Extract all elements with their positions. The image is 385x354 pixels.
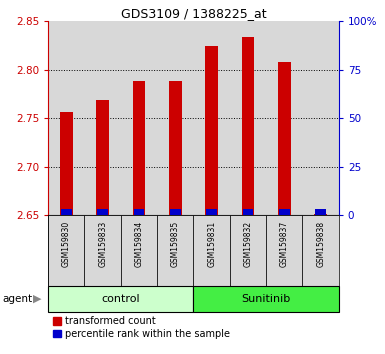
Text: Sunitinib: Sunitinib bbox=[241, 294, 291, 304]
Text: control: control bbox=[102, 294, 140, 304]
Bar bbox=[169, 81, 182, 215]
Text: ▶: ▶ bbox=[33, 294, 41, 304]
Bar bbox=[157, 21, 194, 215]
Bar bbox=[303, 21, 339, 215]
Bar bbox=[170, 210, 181, 215]
Bar bbox=[84, 215, 121, 286]
Text: GSM159835: GSM159835 bbox=[171, 221, 180, 267]
Bar bbox=[314, 214, 327, 215]
Bar bbox=[315, 210, 326, 215]
Bar bbox=[48, 21, 84, 215]
Bar bbox=[206, 210, 217, 215]
Text: GSM159831: GSM159831 bbox=[207, 221, 216, 267]
Bar bbox=[242, 37, 254, 215]
Bar bbox=[230, 215, 266, 286]
Text: GSM159830: GSM159830 bbox=[62, 221, 71, 267]
Legend: transformed count, percentile rank within the sample: transformed count, percentile rank withi… bbox=[53, 316, 230, 339]
Text: GSM159834: GSM159834 bbox=[134, 221, 144, 267]
Bar bbox=[157, 215, 194, 286]
Bar bbox=[97, 210, 108, 215]
Bar bbox=[303, 215, 339, 286]
Bar bbox=[132, 81, 145, 215]
Bar bbox=[279, 210, 290, 215]
Bar bbox=[48, 286, 194, 312]
Bar bbox=[121, 215, 157, 286]
Bar bbox=[48, 215, 84, 286]
Bar bbox=[230, 21, 266, 215]
Bar bbox=[194, 286, 339, 312]
Bar bbox=[205, 46, 218, 215]
Bar bbox=[266, 215, 303, 286]
Bar bbox=[278, 62, 291, 215]
Bar bbox=[84, 21, 121, 215]
Bar bbox=[194, 215, 230, 286]
Text: GSM159833: GSM159833 bbox=[98, 221, 107, 267]
Bar bbox=[61, 210, 72, 215]
Bar bbox=[96, 100, 109, 215]
Bar bbox=[194, 21, 230, 215]
Text: GSM159838: GSM159838 bbox=[316, 221, 325, 267]
Text: GSM159832: GSM159832 bbox=[243, 221, 253, 267]
Title: GDS3109 / 1388225_at: GDS3109 / 1388225_at bbox=[121, 7, 266, 20]
Bar bbox=[266, 21, 303, 215]
Text: agent: agent bbox=[2, 294, 32, 304]
Bar bbox=[60, 113, 73, 215]
Bar bbox=[121, 21, 157, 215]
Bar bbox=[134, 210, 144, 215]
Bar bbox=[243, 210, 253, 215]
Text: GSM159837: GSM159837 bbox=[280, 221, 289, 267]
